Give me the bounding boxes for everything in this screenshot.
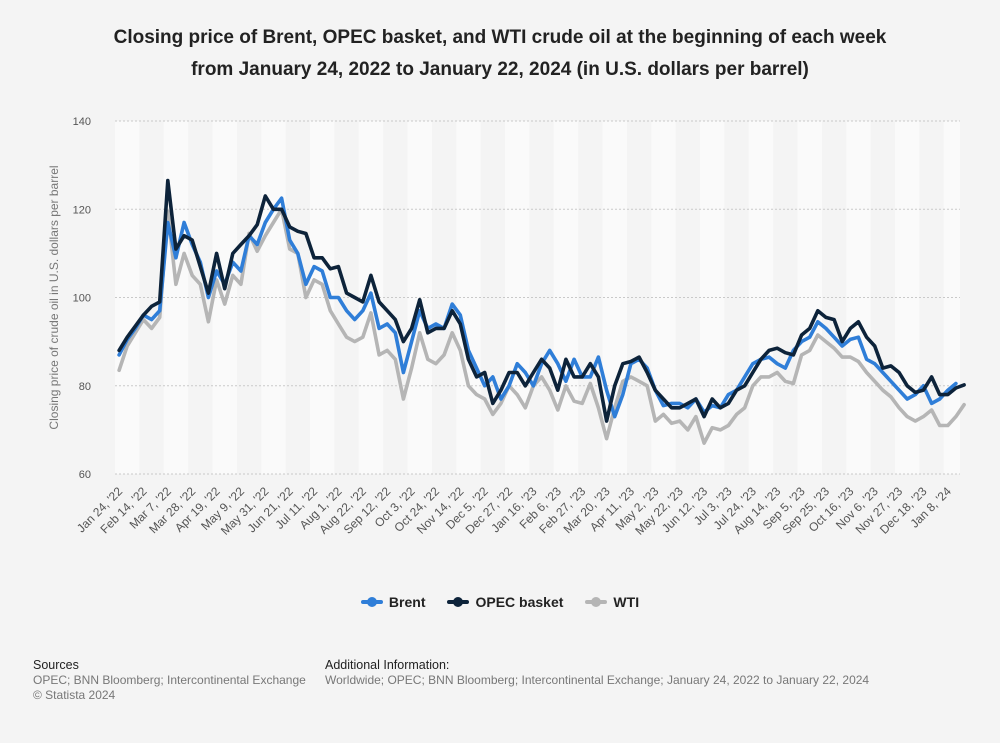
legend-swatch-opec <box>447 597 470 607</box>
y-axis-title: Closing price of crude oil in U.S. dolla… <box>47 165 61 429</box>
series-line-wti <box>117 207 966 445</box>
chart-legend: Brent OPEC basket WTI <box>0 594 1000 610</box>
legend-label-brent: Brent <box>388 594 426 610</box>
y-tick-label: 120 <box>73 204 91 216</box>
series-line-brent <box>117 196 958 419</box>
legend-item-wti[interactable]: WTI <box>585 594 639 610</box>
footer-sources: Sources OPEC; BNN Bloomberg; Intercontin… <box>33 658 306 703</box>
sources-text: OPEC; BNN Bloomberg; Intercontinental Ex… <box>33 673 306 687</box>
legend-item-opec[interactable]: OPEC basket <box>447 594 563 610</box>
plot-band <box>553 121 579 474</box>
legend-swatch-wti <box>585 597 608 607</box>
plot-band <box>797 121 822 474</box>
y-tick-label: 60 <box>79 469 91 481</box>
info-text: Worldwide; OPEC; BNN Bloomberg; Intercon… <box>325 673 870 687</box>
legend-item-brent[interactable]: Brent <box>360 594 426 610</box>
legend-swatch-brent <box>360 597 383 607</box>
legend-label-wti: WTI <box>613 594 640 610</box>
plot-band <box>846 121 871 474</box>
info-heading: Additional Information: <box>325 658 450 672</box>
sources-heading: Sources <box>33 658 79 672</box>
y-tick-label: 100 <box>73 293 91 305</box>
legend-label-opec: OPEC basket <box>475 594 564 610</box>
footer-additional-info: Additional Information: Worldwide; OPEC;… <box>325 658 869 688</box>
chart-title-line-2: from January 24, 2022 to January 22, 202… <box>191 59 809 80</box>
chart-title-line-1: Closing price of Brent, OPEC basket, and… <box>113 27 887 48</box>
y-tick-label: 140 <box>73 116 91 128</box>
series-line-opec-basket <box>117 178 966 423</box>
line-chart: 60 80 100 120 140 Closing price of crude oil … <box>47 116 966 538</box>
y-tick-label: 80 <box>79 381 91 393</box>
copyright: © Statista 2024 <box>33 688 116 702</box>
plot-band <box>505 121 530 474</box>
chart-title: Closing price of Brent, OPEC basket, and… <box>40 22 960 86</box>
plot-band <box>261 121 286 474</box>
